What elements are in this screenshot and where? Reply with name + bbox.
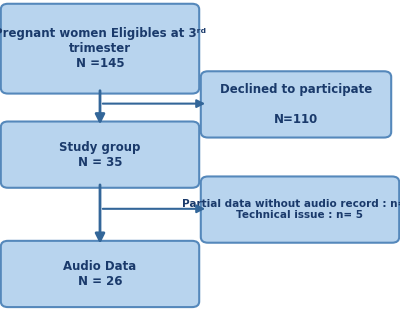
Text: Declined to participate

N=110: Declined to participate N=110 [220, 83, 372, 126]
FancyBboxPatch shape [1, 122, 199, 188]
FancyBboxPatch shape [201, 71, 391, 138]
Text: Partial data without audio record : n= 4
Technical issue : n= 5: Partial data without audio record : n= 4… [182, 199, 400, 220]
FancyBboxPatch shape [1, 4, 199, 94]
Text: Study group
N = 35: Study group N = 35 [59, 141, 141, 169]
Text: Audio Data
N = 26: Audio Data N = 26 [63, 260, 137, 288]
Text: Pregnant women Eligibles at 3ʳᵈ
trimester
N =145: Pregnant women Eligibles at 3ʳᵈ trimeste… [0, 27, 206, 70]
FancyBboxPatch shape [1, 241, 199, 307]
FancyBboxPatch shape [201, 176, 399, 243]
